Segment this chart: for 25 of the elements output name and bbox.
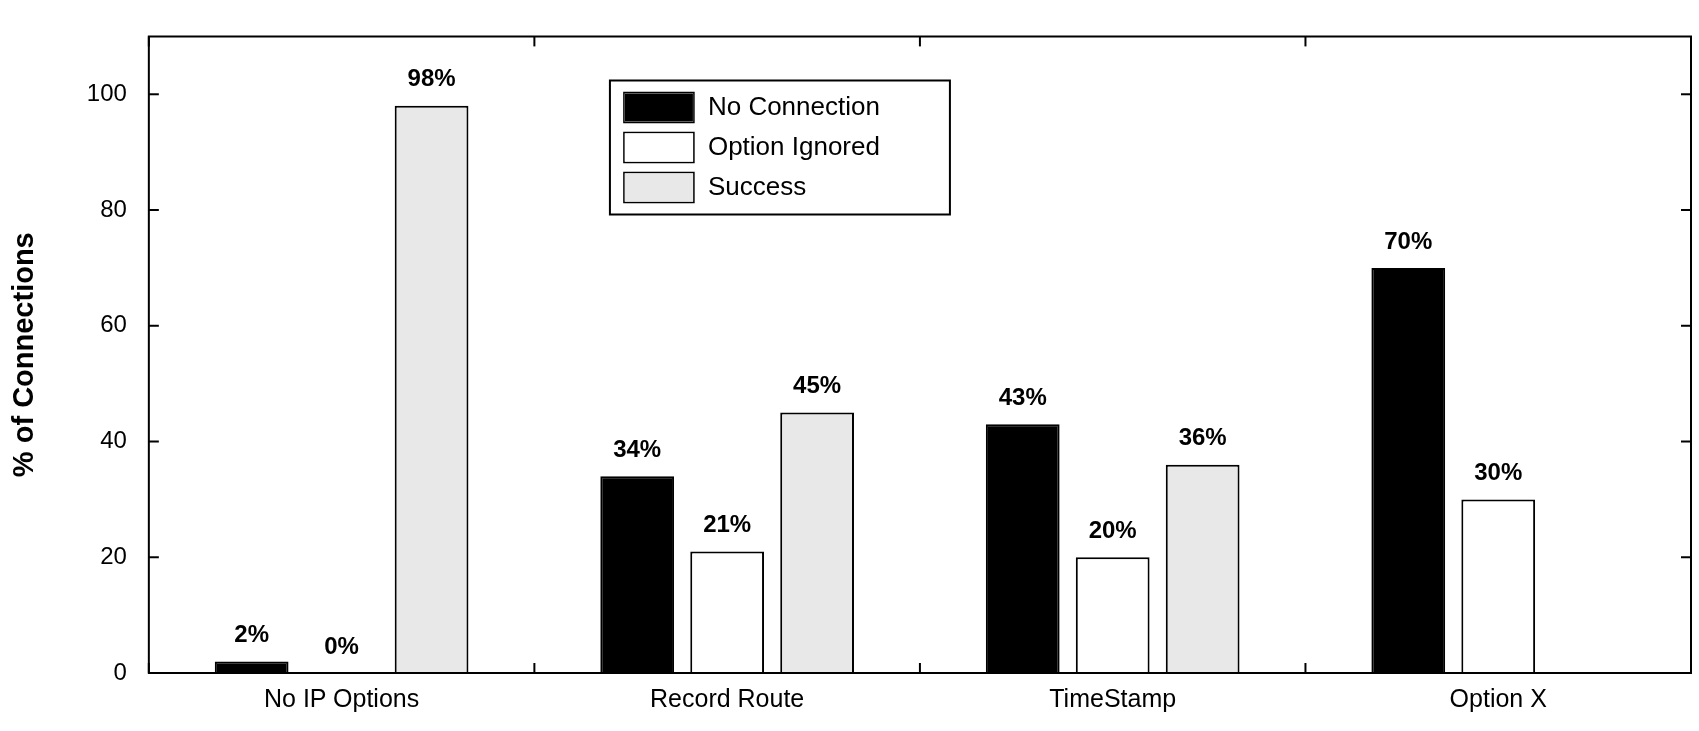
legend-label: No Connection	[707, 90, 880, 121]
x-tick-label: TimeStamp	[1049, 683, 1177, 712]
data-label: 43%	[998, 382, 1047, 410]
y-tick-label: 60	[100, 310, 127, 338]
y-tick-label: 0	[113, 657, 127, 685]
data-label: 45%	[793, 371, 842, 399]
x-tick-label: No IP Options	[264, 683, 420, 712]
data-label: 20%	[1088, 515, 1137, 543]
data-label: 0%	[324, 631, 359, 659]
x-tick-label: Record Route	[650, 683, 805, 712]
data-label: 70%	[1384, 226, 1433, 254]
x-tick-label: Option X	[1449, 683, 1548, 712]
data-label: 30%	[1474, 458, 1523, 486]
y-tick-label: 40	[100, 426, 127, 454]
legend-label: Option Ignored	[707, 130, 880, 161]
data-label: 36%	[1178, 423, 1227, 451]
y-tick-label: 80	[100, 194, 127, 222]
data-label: 21%	[703, 510, 752, 538]
data-label: 2%	[234, 620, 269, 648]
y-axis-title: % of Connections	[7, 232, 40, 478]
legend-label: Success	[707, 170, 807, 201]
data-label: 34%	[613, 434, 662, 462]
y-tick-label: 100	[86, 78, 127, 106]
y-tick-label: 20	[100, 541, 127, 569]
data-label: 98%	[407, 64, 456, 92]
